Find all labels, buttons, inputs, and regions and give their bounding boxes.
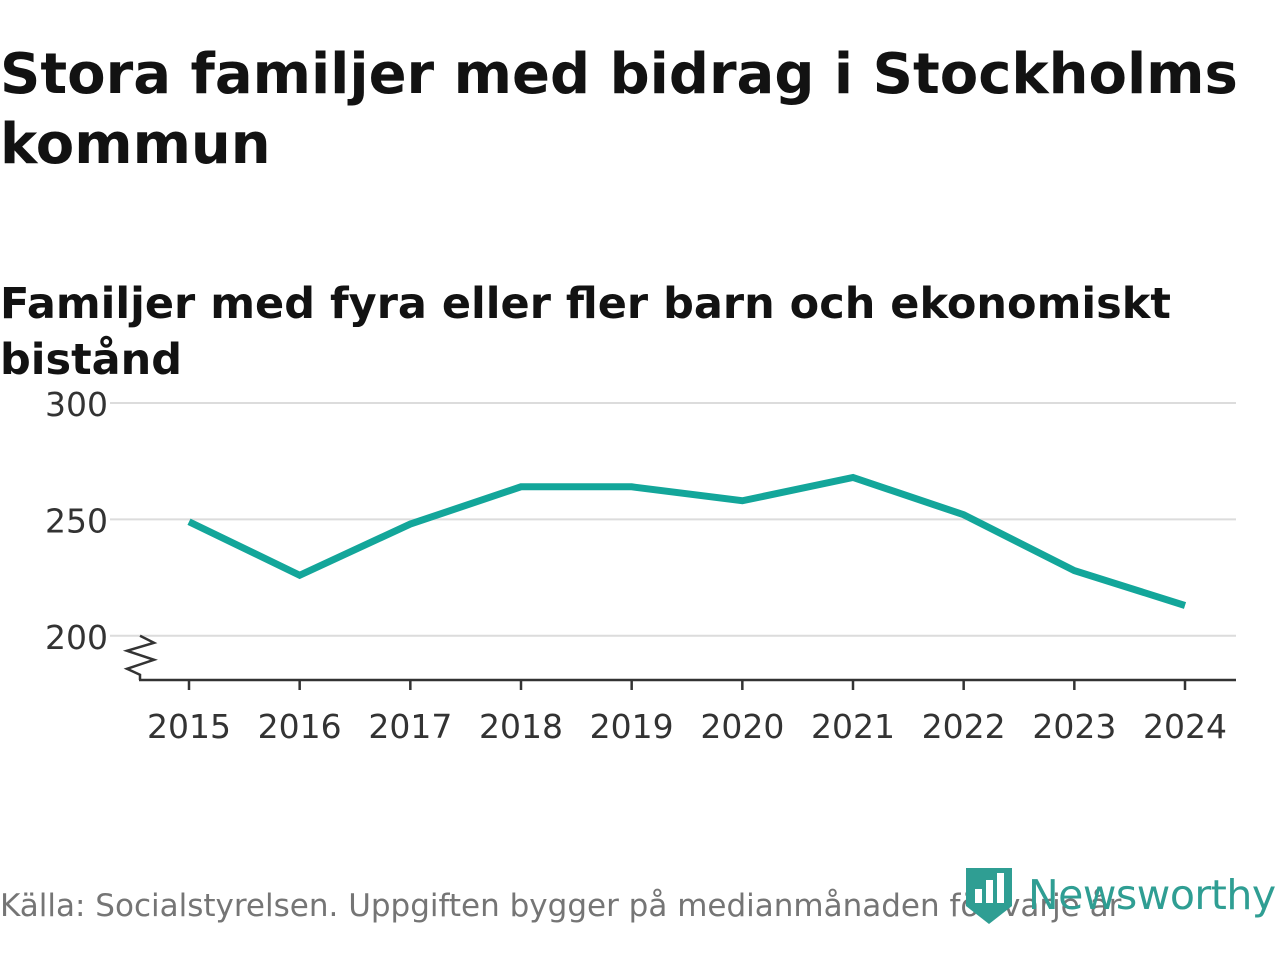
- source-note: Källa: Socialstyrelsen. Uppgiften bygger…: [0, 888, 1122, 924]
- x-tick-label-2019: 2019: [590, 707, 674, 746]
- chart-title: Stora familjer med bidrag i Stockholms k…: [0, 42, 1238, 177]
- x-tick-label-2016: 2016: [258, 707, 342, 746]
- y-tick-label-300: 300: [45, 385, 108, 424]
- y-axis-ticks: 200 250 300: [45, 385, 108, 657]
- x-tick-label-2021: 2021: [811, 707, 895, 746]
- x-axis-ticks: 2015 2016 2017 2018 2019 2020 2021 2022 2023 2024: [147, 680, 1227, 746]
- y-tick-label-250: 250: [45, 501, 108, 540]
- x-tick-label-2017: 2017: [368, 707, 452, 746]
- chart-subtitle: Familjer med fyra eller fler barn och ek…: [0, 279, 1171, 385]
- series: [187, 473, 1187, 609]
- x-tick-label-2020: 2020: [700, 707, 784, 746]
- series-line-0: [187, 473, 1187, 609]
- newsworthy-logo-text: Newsworthy: [1028, 871, 1276, 919]
- x-tick-label-2022: 2022: [922, 707, 1006, 746]
- y-tick-label-200: 200: [45, 618, 108, 657]
- x-tick-label-2018: 2018: [479, 707, 563, 746]
- newsworthy-logo-icon: [966, 868, 1012, 924]
- x-tick-label-2024: 2024: [1143, 707, 1227, 746]
- axes: [122, 634, 1236, 682]
- x-tick-label-2015: 2015: [147, 707, 231, 746]
- y-axis-break: [122, 634, 158, 680]
- x-tick-label-2023: 2023: [1032, 707, 1116, 746]
- gridlines: [110, 402, 1236, 637]
- newsworthy-logo: Newsworthy: [962, 864, 1276, 926]
